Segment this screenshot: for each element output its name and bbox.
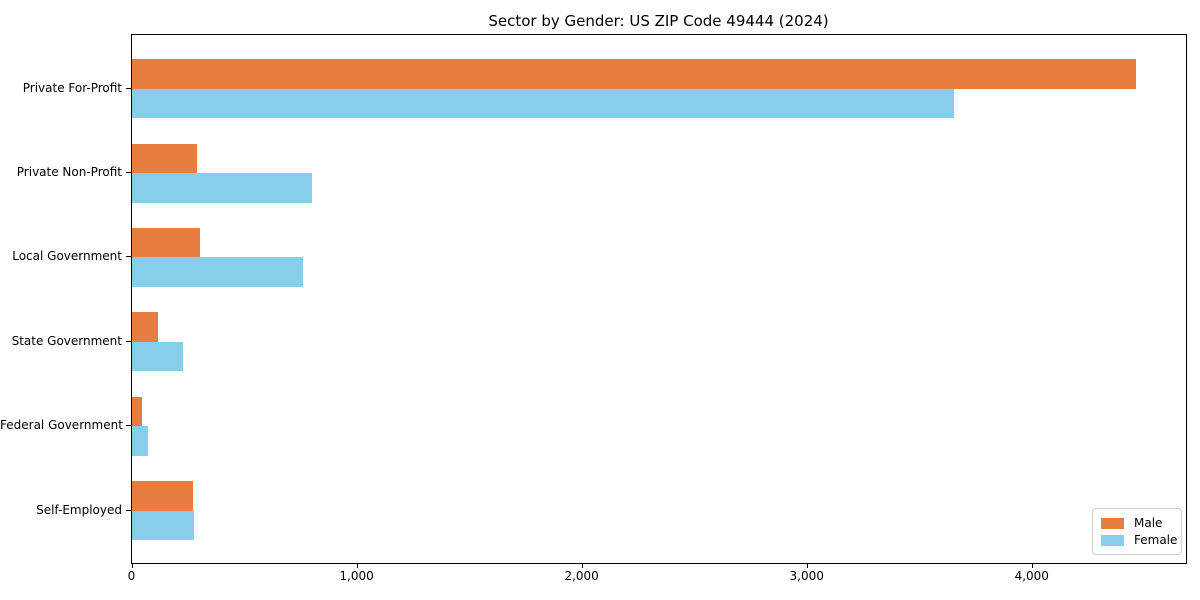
y-tick-federal-government — [126, 425, 131, 427]
bar-male-private-for-profit — [132, 59, 1136, 89]
bar-male-state-government — [132, 312, 158, 342]
legend-swatch-female — [1101, 535, 1124, 546]
legend-entry-male: Male — [1101, 515, 1173, 532]
y-axis-label-private-for-profit: Private For-Profit — [22, 80, 122, 95]
x-axis-label-2000: 2,000 — [564, 569, 599, 583]
bar-female-self-employed — [132, 510, 194, 541]
y-axis-label-self-employed: Self-Employed — [36, 502, 122, 517]
bar-male-federal-government — [132, 396, 143, 427]
x-tick-4000 — [1031, 564, 1033, 568]
x-tick-3000 — [806, 564, 808, 568]
bar-female-federal-government — [132, 426, 148, 456]
x-axis-label-0: 0 — [127, 569, 136, 583]
legend-swatch-male — [1101, 518, 1124, 529]
x-axis-label-3000: 3,000 — [789, 569, 824, 583]
y-tick-private-for-profit — [126, 87, 131, 89]
y-tick-state-government — [126, 340, 131, 342]
legend: Male Female — [1092, 508, 1182, 555]
chart-title: Sector by Gender: US ZIP Code 49444 (202… — [488, 12, 829, 30]
bar-female-local-government — [132, 257, 304, 287]
x-axis-label-4000: 4,000 — [1014, 569, 1049, 583]
x-tick-2000 — [581, 564, 583, 568]
bar-female-private-for-profit — [132, 88, 954, 119]
x-axis-label-1000: 1,000 — [339, 569, 374, 583]
y-tick-self-employed — [126, 509, 131, 511]
bar-female-private-non-profit — [132, 173, 313, 203]
y-axis-label-local-government: Local Government — [12, 249, 122, 264]
y-axis-label-federal-government: Federal Government — [0, 418, 123, 433]
y-axis-label-state-government: State Government — [11, 333, 122, 348]
legend-label-male: Male — [1134, 516, 1163, 530]
y-tick-private-non-profit — [126, 172, 131, 173]
legend-label-female: Female — [1134, 533, 1178, 547]
plot-area — [131, 34, 1187, 564]
bar-male-local-government — [132, 227, 200, 258]
y-tick-local-government — [126, 256, 131, 258]
legend-entry-female: Female — [1101, 532, 1177, 549]
x-tick-1000 — [356, 564, 358, 568]
bar-female-state-government — [132, 341, 183, 372]
x-tick-0 — [131, 564, 133, 568]
y-axis-label-private-non-profit: Private Non-Profit — [16, 165, 122, 179]
bar-male-self-employed — [132, 481, 193, 511]
bar-male-private-non-profit — [132, 143, 198, 173]
